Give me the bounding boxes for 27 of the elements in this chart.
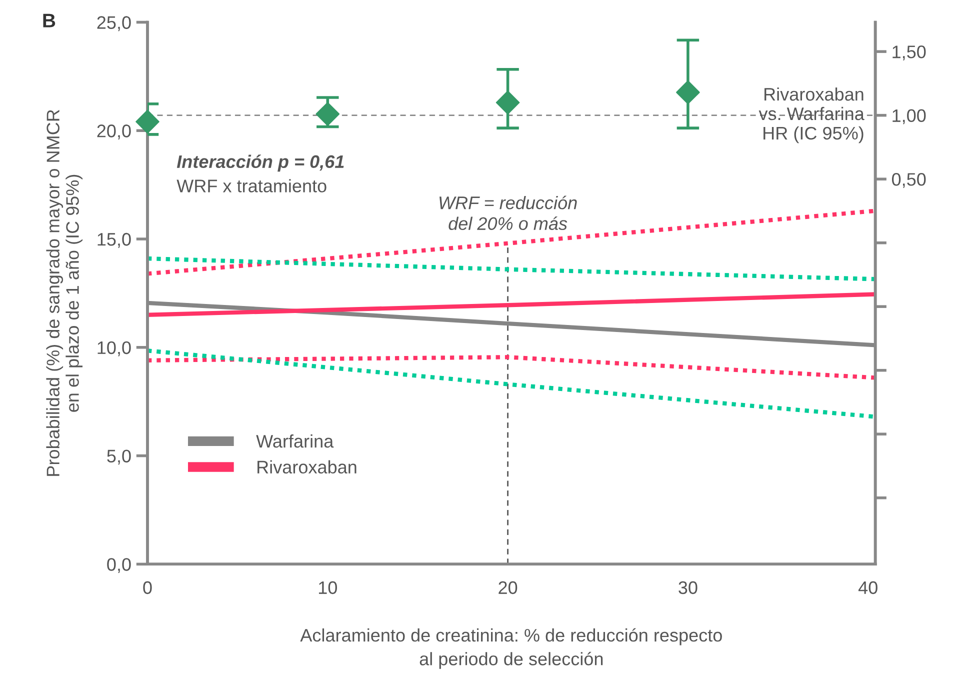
point — [496, 90, 520, 114]
ref-line-label: WRF = reducción del 20% o más — [440, 196, 577, 230]
y-tick-label: 5,0 — [107, 450, 131, 465]
y-tick-label: 10,0 — [98, 341, 131, 356]
legend-label: Warfarina — [256, 434, 334, 448]
y2-tick-label: 1,00 — [892, 109, 926, 124]
y-axis-title: Probabilidad (%) de sangrado mayor o NMCR en el plazo de 1 año (IC 95%) — [46, 110, 82, 476]
point — [316, 102, 340, 126]
legend-label: Rivaroxaban — [258, 460, 356, 474]
x-tick-label: 10 — [318, 581, 337, 594]
y-tick-label: 15,0 — [98, 232, 131, 248]
y2-tick-label: 0,50 — [892, 173, 926, 188]
annotation: WRF x tratamiento — [176, 179, 326, 192]
text: B — [43, 14, 56, 28]
x-tick-label: 30 — [678, 581, 698, 594]
x-axis-title: Aclaramiento de creatinina: % de reducción respecto al periodo de selección — [300, 628, 722, 669]
x-tick-label: 40 — [858, 581, 878, 594]
point — [136, 110, 160, 134]
y2-axis-title: Rivaroxaban vs. Warfarina HR (IC 95%) — [758, 87, 864, 144]
x-tick-label: 0 — [143, 581, 152, 594]
y2-tick-label: 1,50 — [892, 46, 926, 60]
annotation: Interacción p = 0,61 — [176, 154, 344, 172]
point — [676, 80, 700, 104]
x-tick-label: 20 — [498, 581, 518, 594]
y-tick-label: 20,0 — [97, 124, 131, 140]
y-tick-label: 25,0 — [97, 16, 131, 32]
y-tick-label: 0,0 — [107, 558, 131, 573]
